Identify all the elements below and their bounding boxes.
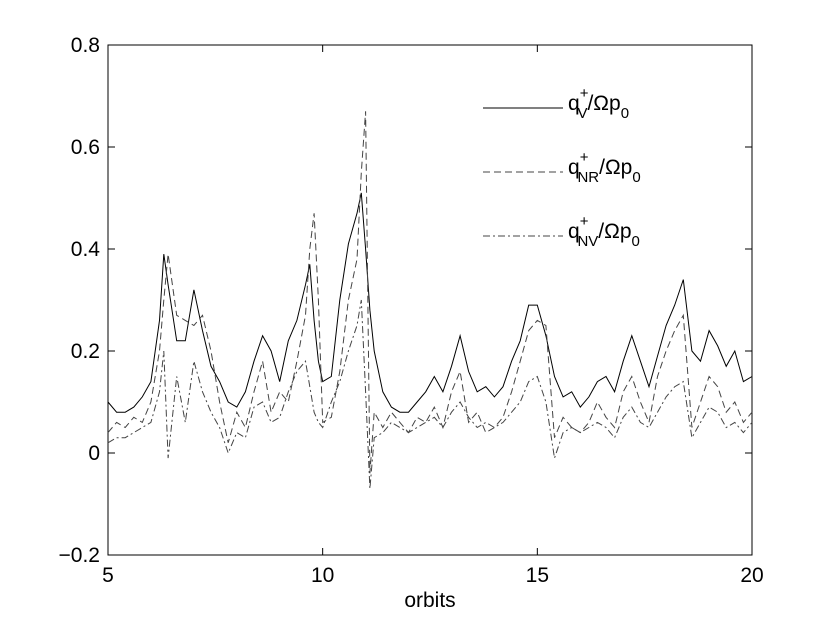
- line-series: [107, 192, 753, 413]
- x-tick-label: 20: [740, 564, 763, 587]
- line-series: [107, 299, 753, 489]
- legend-label: q+ V/Ωp0: [568, 85, 629, 122]
- x-axis-label: orbits: [404, 589, 455, 612]
- y-tick-label: 0: [88, 442, 100, 465]
- legend-label: q+ NR/Ωp0: [568, 149, 641, 186]
- legend-label: q+ NV/Ωp0: [568, 213, 640, 250]
- y-tick-label: 0.6: [71, 136, 100, 159]
- x-tick-label: 15: [526, 564, 549, 587]
- y-tick-label: 0.8: [71, 34, 100, 57]
- y-tick-label: −0.2: [59, 544, 100, 567]
- y-tick-label: 0.2: [71, 340, 100, 363]
- x-tick-label: 10: [311, 564, 334, 587]
- y-tick-label: 0.4: [71, 238, 101, 261]
- plot-frame: [107, 44, 753, 556]
- x-tick-label: 5: [102, 564, 114, 587]
